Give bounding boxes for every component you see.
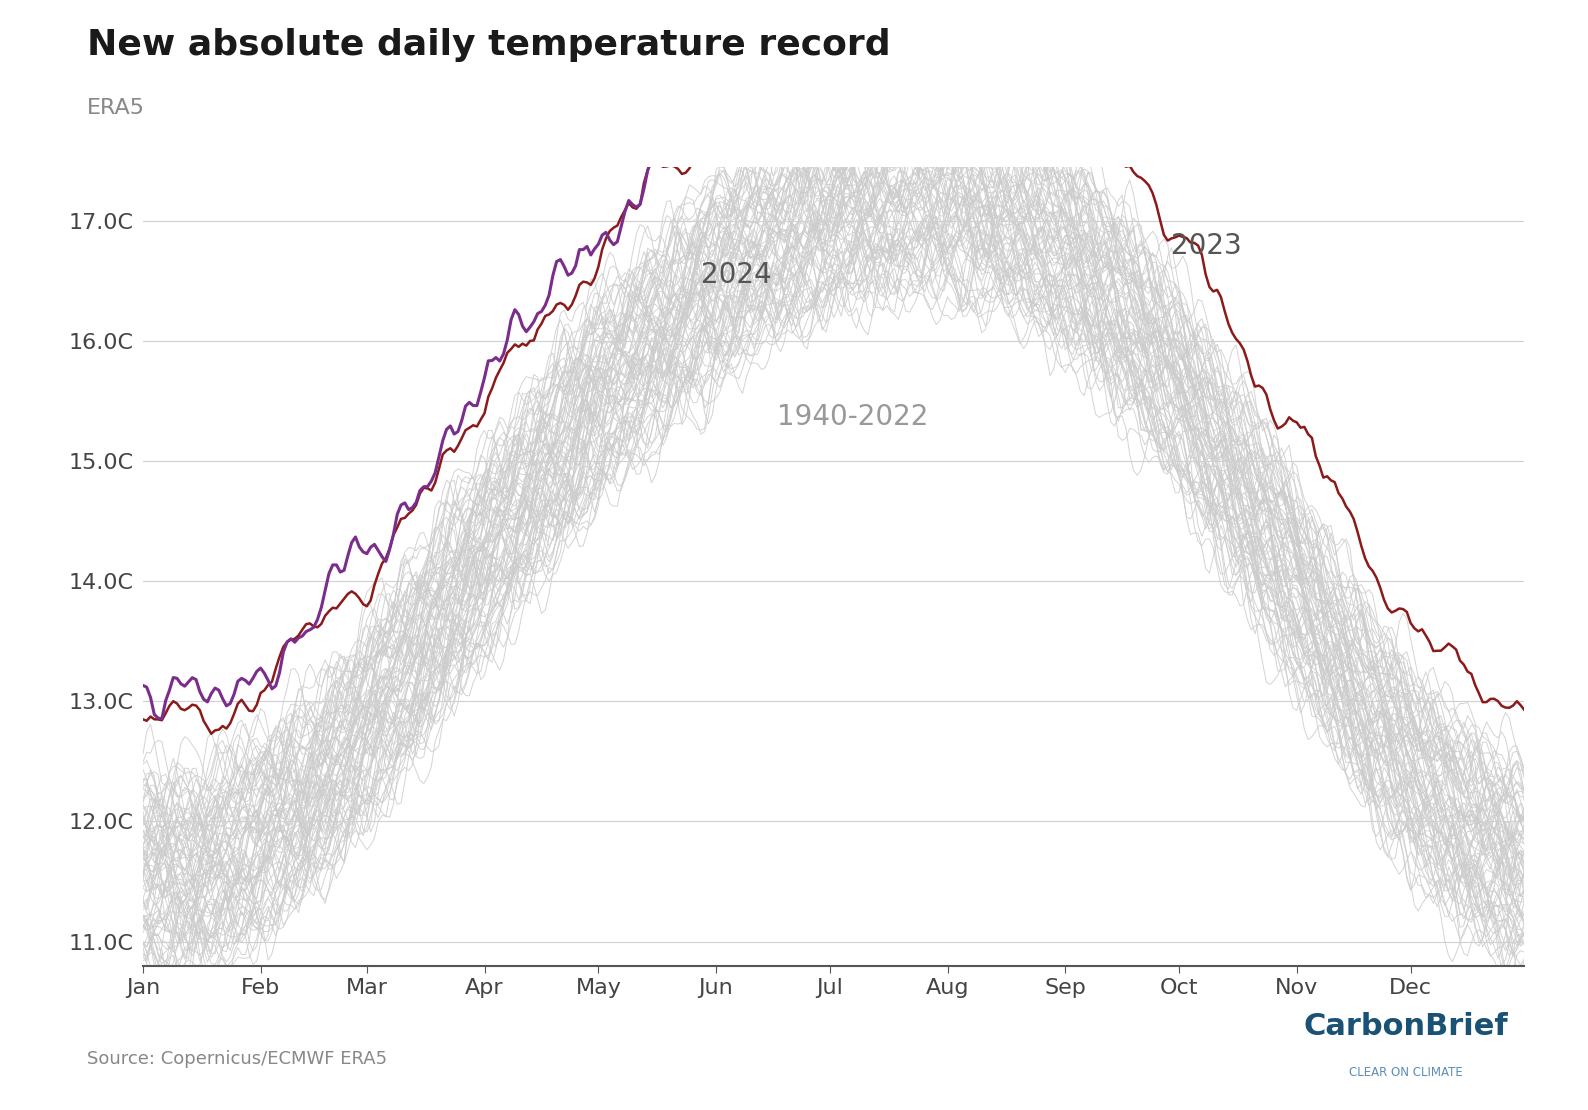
Text: New absolute daily temperature record: New absolute daily temperature record	[87, 28, 891, 62]
Text: Source: Copernicus/ECMWF ERA5: Source: Copernicus/ECMWF ERA5	[87, 1050, 387, 1068]
Text: 2024: 2024	[700, 261, 772, 289]
Text: 2023: 2023	[1172, 232, 1242, 260]
Text: 1940-2022: 1940-2022	[777, 403, 927, 431]
Text: CarbonBrief: CarbonBrief	[1304, 1012, 1507, 1041]
Text: ERA5: ERA5	[87, 98, 146, 118]
Text: CLEAR ON CLIMATE: CLEAR ON CLIMATE	[1348, 1066, 1463, 1079]
